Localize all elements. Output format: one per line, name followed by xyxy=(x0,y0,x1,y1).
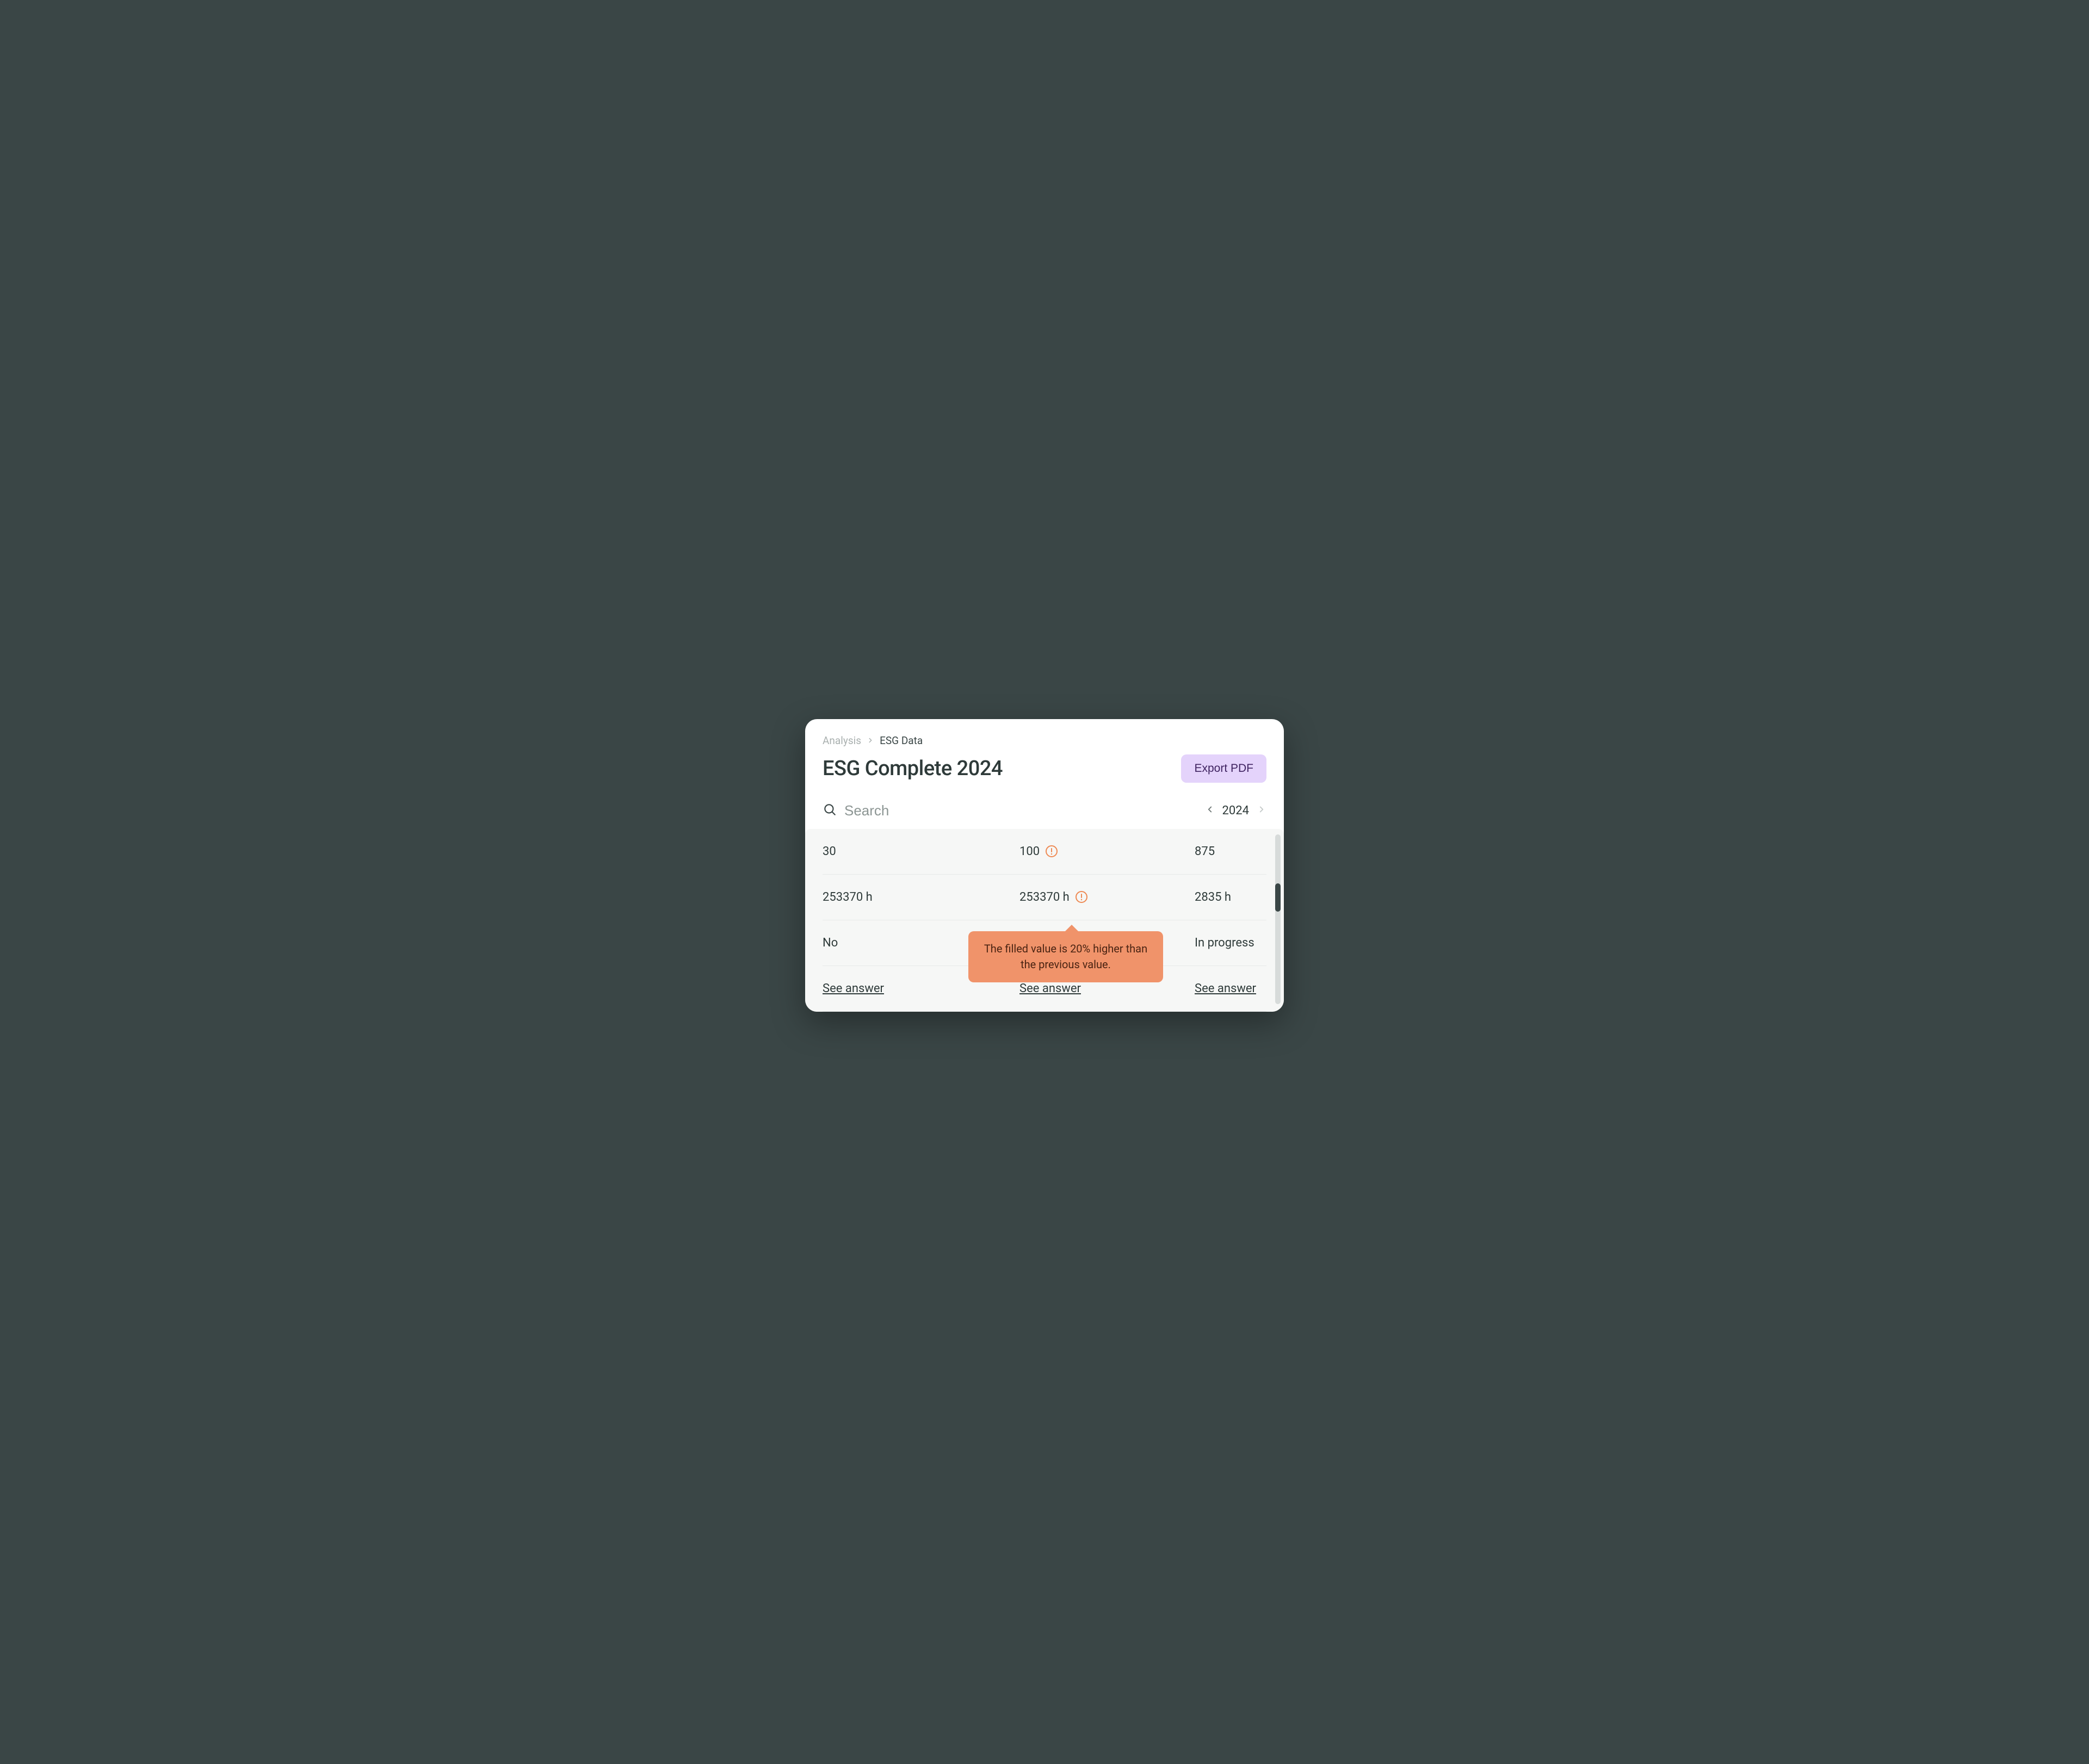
scrollbar[interactable] xyxy=(1275,834,1281,1004)
see-answer-link[interactable]: See answer xyxy=(1195,982,1256,995)
search-input[interactable] xyxy=(844,802,1027,819)
year-next-button[interactable] xyxy=(1257,804,1266,817)
canvas-background: Analysis ESG Data ESG Complete 2024 Expo… xyxy=(724,610,1365,1154)
table-row: 253370 h 253370 h 2835 h xyxy=(823,875,1266,920)
cell: 875 xyxy=(1118,832,1266,871)
scrollbar-thumb[interactable] xyxy=(1275,883,1281,912)
cell-value: 100 xyxy=(1019,845,1040,858)
alert-circle-icon[interactable] xyxy=(1075,890,1088,903)
alert-circle-icon[interactable] xyxy=(1045,845,1058,858)
warning-tooltip: The filled value is 20% higher than the … xyxy=(968,931,1163,982)
cell: No xyxy=(823,923,971,963)
cell-value: 253370 h xyxy=(1019,890,1070,904)
card: Analysis ESG Data ESG Complete 2024 Expo… xyxy=(805,719,1284,1012)
see-answer-link[interactable]: See answer xyxy=(1019,982,1081,995)
tools-row: 2024 xyxy=(823,802,1266,819)
cell-value: In progress xyxy=(1195,936,1254,950)
cell-value: 30 xyxy=(823,845,836,858)
cell-value: 2835 h xyxy=(1195,890,1231,904)
cell: 100 xyxy=(971,832,1118,871)
breadcrumb: Analysis ESG Data xyxy=(823,734,1266,747)
table-row: 30 100 875 xyxy=(823,829,1266,875)
data-table: 30 100 875 253370 h 253370 h 2835 h xyxy=(805,829,1284,1012)
page-title: ESG Complete 2024 xyxy=(823,757,1003,781)
cell: 253370 h xyxy=(823,877,971,917)
cell: See answer xyxy=(823,969,971,1008)
cell: 2835 h xyxy=(1118,877,1266,917)
cell-value: 875 xyxy=(1195,845,1215,858)
cell: 30 xyxy=(823,832,971,871)
export-pdf-button[interactable]: Export PDF xyxy=(1181,754,1266,783)
cell: 253370 h xyxy=(971,877,1118,917)
search-icon xyxy=(823,802,837,819)
year-nav: 2024 xyxy=(1205,804,1266,818)
year-label: 2024 xyxy=(1222,804,1249,818)
cell-value: 253370 h xyxy=(823,890,873,904)
cell-value: No xyxy=(823,936,838,950)
chevron-right-icon xyxy=(867,734,874,747)
year-prev-button[interactable] xyxy=(1205,804,1215,817)
breadcrumb-current: ESG Data xyxy=(880,734,923,747)
search-wrap xyxy=(823,802,1027,819)
see-answer-link[interactable]: See answer xyxy=(823,982,884,995)
title-row: ESG Complete 2024 Export PDF xyxy=(823,754,1266,783)
breadcrumb-parent[interactable]: Analysis xyxy=(823,734,861,747)
tooltip-text: The filled value is 20% higher than the … xyxy=(984,942,1147,971)
